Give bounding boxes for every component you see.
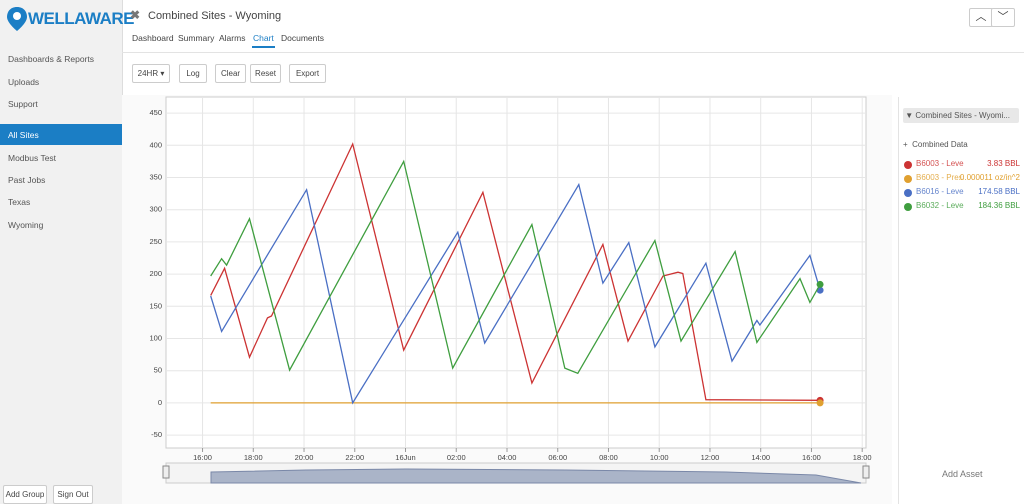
site-dropdown[interactable]: ▼ Combined Sites - Wyomi... bbox=[903, 108, 1019, 123]
tab[interactable]: Alarms bbox=[219, 33, 246, 43]
navigator bbox=[162, 462, 870, 484]
sidebar: WELLAWARE Dashboards & Reports Uploads S… bbox=[0, 0, 136, 504]
down-button[interactable]: ﹀ bbox=[991, 8, 1015, 27]
x-tick-label: 18:00 bbox=[853, 453, 872, 462]
y-tick-label: 0 bbox=[158, 398, 162, 407]
x-tick-label: 12:00 bbox=[701, 453, 720, 462]
add-group-button[interactable]: Add Group bbox=[3, 485, 47, 504]
menu-item[interactable]: Uploads bbox=[8, 77, 40, 87]
logo-icon bbox=[7, 7, 27, 31]
tab[interactable]: Dashboard bbox=[132, 33, 174, 43]
tab-active[interactable]: Chart bbox=[253, 33, 274, 43]
navigator-handle bbox=[162, 465, 170, 479]
legend-value: 174.58 BBL bbox=[978, 187, 1020, 196]
chart: -50 0 50 100 150 200 250 300 350 400 450 16:00 18:00… bbox=[149, 96, 872, 484]
legend-item[interactable]: B6003 - Press 0.000011 oz/in^2 bbox=[904, 173, 1022, 185]
legend-value: 0.000011 oz/in^2 bbox=[959, 173, 1020, 182]
y-tick-label: 450 bbox=[149, 108, 162, 117]
site-item[interactable]: Modbus Test bbox=[8, 153, 57, 163]
export-button[interactable]: Export bbox=[289, 64, 326, 83]
divider bbox=[122, 52, 1024, 53]
series-line bbox=[210, 159, 821, 375]
reset-button[interactable]: Reset bbox=[250, 64, 281, 83]
y-tick-label: 50 bbox=[154, 366, 162, 375]
tab-underline bbox=[252, 46, 275, 48]
legend-name: B6003 - Level bbox=[916, 159, 964, 168]
site-item[interactable]: Wyoming bbox=[8, 220, 44, 230]
group-header[interactable]: + Combined Data bbox=[903, 140, 968, 149]
dropdown-label: Combined Sites - Wyomi... bbox=[915, 111, 1010, 120]
legend-dot bbox=[904, 203, 912, 211]
legend-name: B6032 - Level bbox=[916, 201, 964, 210]
x-tick-label: 10:00 bbox=[650, 453, 669, 462]
sign-out-button[interactable]: Sign Out bbox=[53, 485, 93, 504]
x-tick-label: 22:00 bbox=[345, 453, 364, 462]
log-button[interactable]: Log bbox=[179, 64, 207, 83]
legend-dot bbox=[904, 161, 912, 169]
navigator-area bbox=[210, 468, 862, 484]
x-tick-label: 16:00 bbox=[802, 453, 821, 462]
y-tick-label: 100 bbox=[149, 333, 162, 342]
tab[interactable]: Documents bbox=[281, 33, 324, 43]
legend-value: 3.83 BBL bbox=[987, 159, 1020, 168]
x-tick-label: 02:00 bbox=[447, 453, 466, 462]
series-line bbox=[210, 142, 821, 401]
up-button[interactable]: ︿ bbox=[969, 8, 993, 27]
side-panel bbox=[898, 97, 1024, 504]
legend-name: B6003 - Press bbox=[916, 173, 964, 182]
legend-dot bbox=[904, 189, 912, 197]
x-tick-label: 16:00 bbox=[193, 453, 212, 462]
plot-area bbox=[165, 96, 867, 449]
y-tick-label: 350 bbox=[149, 172, 162, 181]
legend-name: B6016 - Level bbox=[916, 187, 964, 196]
legend-item[interactable]: B6003 - Level 3.83 BBL bbox=[904, 159, 1022, 171]
site-item[interactable]: All Sites bbox=[8, 130, 39, 140]
y-tick-label: 300 bbox=[149, 205, 162, 214]
site-item[interactable]: Past Jobs bbox=[8, 175, 46, 185]
range-label: 24HR bbox=[137, 69, 159, 78]
tab[interactable]: Summary bbox=[178, 33, 215, 43]
end-point bbox=[816, 399, 824, 407]
add-asset[interactable]: Add Asset bbox=[942, 469, 983, 479]
group-label: Combined Data bbox=[912, 140, 968, 149]
navigator-handle bbox=[862, 465, 870, 479]
x-tick-label: 20:00 bbox=[295, 453, 314, 462]
legend-item[interactable]: B6032 - Level 184.36 BBL bbox=[904, 201, 1022, 213]
x-tick-label: 04:00 bbox=[498, 453, 517, 462]
close-icon[interactable]: ✖ bbox=[130, 8, 141, 22]
x-tick-label: 08:00 bbox=[599, 453, 618, 462]
legend-item[interactable]: B6016 - Level 174.58 BBL bbox=[904, 187, 1022, 199]
menu-item[interactable]: Support bbox=[8, 99, 38, 109]
menu-item[interactable]: Dashboards & Reports bbox=[8, 54, 94, 64]
x-tick-label: 06:00 bbox=[548, 453, 567, 462]
y-tick-label: 200 bbox=[149, 269, 162, 278]
y-tick-label: 400 bbox=[149, 140, 162, 149]
x-tick-label: 14:00 bbox=[751, 453, 770, 462]
y-tick-label: -50 bbox=[151, 430, 162, 439]
selected-site[interactable] bbox=[0, 124, 136, 145]
end-point bbox=[816, 280, 824, 288]
site-item[interactable]: Texas bbox=[8, 197, 31, 207]
legend-dot bbox=[904, 175, 912, 183]
x-tick-label: 18:00 bbox=[244, 453, 263, 462]
y-tick-label: 150 bbox=[149, 301, 162, 310]
range-button[interactable]: 24HR ▾ bbox=[132, 64, 170, 83]
legend-value: 184.36 BBL bbox=[978, 201, 1020, 210]
x-tick-label: 16Jun bbox=[395, 453, 415, 462]
page-title: Combined Sites - Wyoming bbox=[148, 10, 282, 22]
y-tick-label: 250 bbox=[149, 237, 162, 246]
logo: WELLAWARE bbox=[28, 9, 135, 28]
clear-button[interactable]: Clear bbox=[215, 64, 246, 83]
